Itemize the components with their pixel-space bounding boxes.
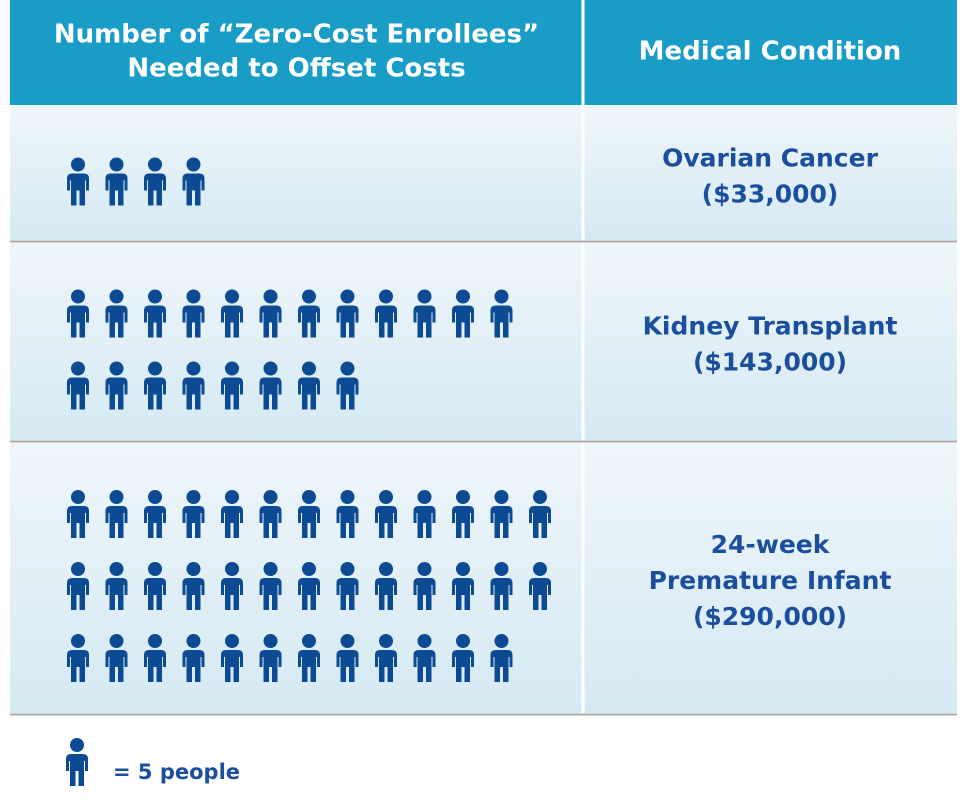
header-text: Needed to Offset Costs [127, 54, 465, 84]
condition-label: ($143,000) [693, 348, 847, 377]
row-background [10, 243, 957, 440]
header-text: Number of “Zero-Cost Enrollees” [54, 20, 539, 50]
condition-label: Kidney Transplant [643, 312, 898, 341]
header-text: Medical Condition [639, 37, 902, 67]
row-background [10, 443, 957, 713]
condition-label: 24-week [711, 530, 831, 559]
legend-icon [66, 738, 88, 786]
condition-label: Ovarian Cancer [662, 144, 878, 173]
condition-label: ($290,000) [693, 602, 847, 631]
header-band [10, 0, 957, 105]
person-icon [66, 738, 88, 786]
condition-label: Premature Infant [649, 566, 892, 595]
row-background [10, 107, 957, 240]
legend-label: = 5 people [113, 760, 240, 784]
condition-label: ($33,000) [702, 180, 839, 209]
